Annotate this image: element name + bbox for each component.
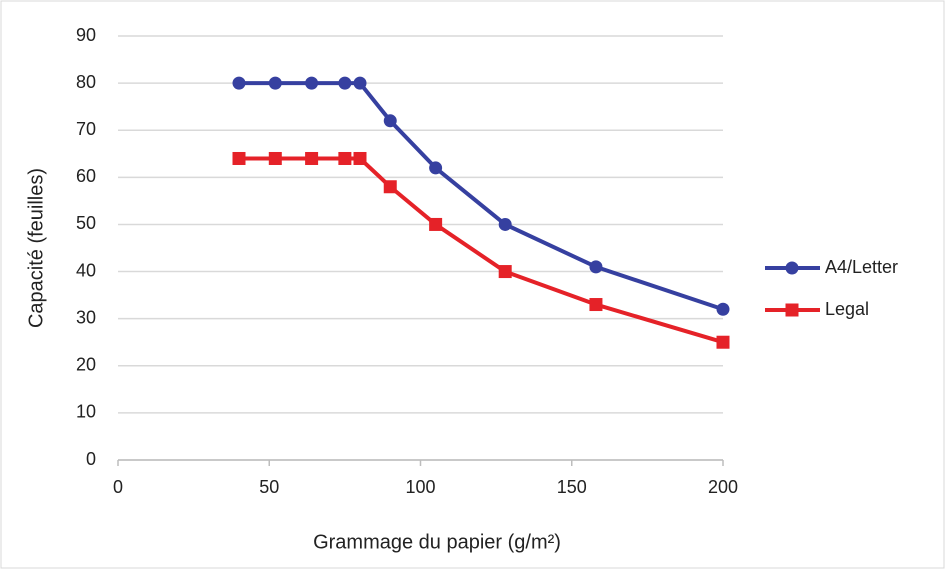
data-point xyxy=(338,151,352,165)
y-axis-label: Capacité (feuilles) xyxy=(25,168,47,328)
x-tick-label: 200 xyxy=(708,477,738,497)
legend-marker xyxy=(785,303,799,317)
y-tick-label: 90 xyxy=(76,25,96,45)
legend-label: A4/Letter xyxy=(825,257,898,277)
data-point xyxy=(353,76,367,90)
data-point xyxy=(268,76,282,90)
series-line xyxy=(239,81,724,312)
data-point xyxy=(383,180,397,194)
data-point xyxy=(589,298,603,312)
y-tick-label: 70 xyxy=(76,119,96,139)
data-point xyxy=(305,151,319,165)
data-point xyxy=(429,161,443,175)
data-point xyxy=(383,114,397,128)
legend-label: Legal xyxy=(825,299,869,319)
y-tick-label: 20 xyxy=(76,355,96,375)
y-tick-label: 0 xyxy=(86,449,96,469)
x-tick-label: 0 xyxy=(113,477,123,497)
data-point xyxy=(498,217,512,231)
x-tick-label: 150 xyxy=(557,477,587,497)
series-line xyxy=(239,156,724,345)
y-tick-label: 50 xyxy=(76,213,96,233)
data-point xyxy=(232,76,246,90)
data-point xyxy=(232,151,246,165)
x-axis-label: Grammage du papier (g/m²) xyxy=(313,531,561,553)
data-point xyxy=(498,265,512,279)
legend-marker xyxy=(785,261,799,275)
y-tick-label: 80 xyxy=(76,72,96,92)
data-point xyxy=(716,302,730,316)
y-tick-label: 10 xyxy=(76,402,96,422)
y-tick-label: 40 xyxy=(76,260,96,280)
data-point xyxy=(716,335,730,349)
data-point xyxy=(429,217,443,231)
x-tick-label: 100 xyxy=(405,477,435,497)
data-point xyxy=(353,151,367,165)
data-point xyxy=(305,76,319,90)
x-tick-label: 50 xyxy=(259,477,279,497)
data-point xyxy=(589,260,603,274)
y-tick-label: 30 xyxy=(76,307,96,327)
data-point xyxy=(338,76,352,90)
data-point xyxy=(268,151,282,165)
y-tick-label: 60 xyxy=(76,166,96,186)
